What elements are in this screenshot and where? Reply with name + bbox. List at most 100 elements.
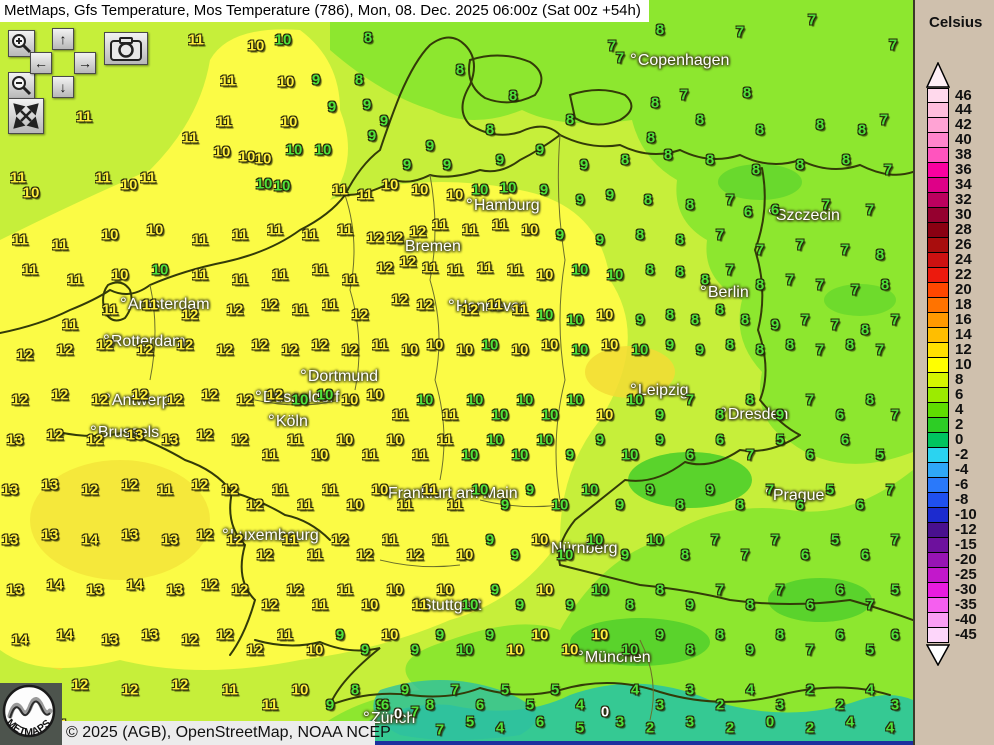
city-marker-icon: ° xyxy=(577,647,584,666)
station-temp: 12 xyxy=(236,391,254,409)
expand-icon xyxy=(13,103,39,129)
station-temp: 12 xyxy=(261,296,279,314)
station-temp: 10 xyxy=(581,481,599,499)
station-temp: 12 xyxy=(331,531,349,549)
station-temp: 12 xyxy=(56,341,74,359)
attribution-text[interactable]: © 2025 (AGB), OpenStreetMap, NOAA NCEP xyxy=(66,724,391,741)
station-temp: 8 xyxy=(715,626,725,644)
station-temp: 11 xyxy=(442,406,458,424)
fullscreen-button[interactable] xyxy=(8,98,44,134)
station-temp: 10 xyxy=(277,73,295,91)
station-temp: 10 xyxy=(541,336,559,354)
station-temp: 9 xyxy=(485,531,495,549)
metmaps-logo[interactable]: METMAPS xyxy=(0,683,62,745)
station-temp: 0 xyxy=(765,713,775,731)
station-temp: 10 xyxy=(536,581,554,599)
station-temp: 10 xyxy=(571,261,589,279)
zoom-in-button[interactable] xyxy=(8,30,35,57)
station-temp: 10 xyxy=(120,176,138,194)
station-temp: 8 xyxy=(745,391,755,409)
station-temp: 10 xyxy=(606,266,624,284)
station-temp: 10 xyxy=(254,150,272,168)
station-temp: 7 xyxy=(888,36,898,54)
station-temp: 9 xyxy=(311,71,321,89)
station-temp: 10 xyxy=(213,143,231,161)
pan-down-button[interactable]: ↓ xyxy=(52,76,74,98)
city-marker-icon: ° xyxy=(255,387,262,406)
station-temp: 5 xyxy=(525,696,535,714)
station-temp: 9 xyxy=(535,141,545,159)
station-temp: 4 xyxy=(745,681,755,699)
station-temp: 13 xyxy=(141,626,159,644)
station-temp: 13 xyxy=(101,631,119,649)
pan-up-button[interactable]: ↑ xyxy=(52,28,74,50)
station-temp: 2 xyxy=(835,696,845,714)
city-marker-icon: ° xyxy=(413,595,420,614)
station-temp: 10 xyxy=(274,31,292,49)
station-temp: 7 xyxy=(715,581,725,599)
weather-map[interactable]: °Copenhagen °Szczecin °Berlin °Hamburg °Brem… xyxy=(0,0,913,745)
station-temp: 14 xyxy=(11,631,29,649)
station-temp: 11 xyxy=(322,296,338,314)
pan-left-button[interactable]: ← xyxy=(30,52,52,74)
station-temp: 8 xyxy=(715,301,725,319)
station-temp: 10 xyxy=(499,179,517,197)
station-temp: 12 xyxy=(216,626,234,644)
scale-cell: 10 xyxy=(927,356,972,373)
scale-top-arrow xyxy=(926,62,950,88)
station-temp: 10 xyxy=(371,481,389,499)
station-temp: 3 xyxy=(890,696,900,714)
station-temp: 10 xyxy=(511,341,529,359)
station-temp: 11 xyxy=(188,31,204,49)
station-temp: 13 xyxy=(161,531,179,549)
scale-cell: -15 xyxy=(927,536,977,553)
station-temp: 8 xyxy=(755,341,765,359)
station-temp: 8 xyxy=(755,121,765,139)
station-temp: 3 xyxy=(775,696,785,714)
station-temp: 12 xyxy=(406,546,424,564)
station-temp: 8 xyxy=(865,391,875,409)
city-label: °Szczecin xyxy=(768,205,840,224)
station-temp: 10 xyxy=(566,391,584,409)
station-temp: 6 xyxy=(860,546,870,564)
city-label: °Hamburg xyxy=(466,195,540,214)
scale-cell-label: 20 xyxy=(955,281,972,298)
station-temp: 10 xyxy=(311,446,329,464)
station-temp: 12 xyxy=(251,336,269,354)
city-label: °Frankfurt am Main xyxy=(380,483,518,502)
city-marker-icon: ° xyxy=(768,205,775,224)
map-bottom-edge xyxy=(340,741,913,745)
pan-right-button[interactable]: → xyxy=(74,52,96,74)
station-temp: 6 xyxy=(835,406,845,424)
station-temp: 8 xyxy=(685,641,695,659)
station-temp: 8 xyxy=(675,263,685,281)
station-temp: 8 xyxy=(775,626,785,644)
station-temp: 11 xyxy=(362,446,378,464)
scale-cell: -10 xyxy=(927,506,977,523)
station-temp: 12 xyxy=(96,336,114,354)
station-temp: 4 xyxy=(885,719,895,737)
station-temp: 7 xyxy=(805,391,815,409)
station-temp: 12 xyxy=(121,681,139,699)
zoom-out-button[interactable] xyxy=(8,72,35,99)
station-temp: 9 xyxy=(565,596,575,614)
station-temp: 7 xyxy=(830,316,840,334)
station-temp: 10 xyxy=(541,406,559,424)
station-temp: 12 xyxy=(231,431,249,449)
station-temp: 10 xyxy=(591,581,609,599)
scale-cell: 4 xyxy=(927,401,963,418)
station-temp: 7 xyxy=(770,531,780,549)
station-temp: 8 xyxy=(650,94,660,112)
station-temp: 12 xyxy=(356,546,374,564)
station-temp: 10 xyxy=(426,336,444,354)
station-temp: 9 xyxy=(500,496,510,514)
scale-title: Celsius xyxy=(929,14,983,31)
station-temp: 3 xyxy=(685,681,695,699)
station-temp: 10 xyxy=(471,181,489,199)
station-temp: 10 xyxy=(366,386,384,404)
station-temp: 10 xyxy=(255,175,273,193)
station-temp: 7 xyxy=(765,481,775,499)
snapshot-button[interactable] xyxy=(104,32,148,65)
station-temp: 7 xyxy=(890,406,900,424)
city-label: °Copenhagen xyxy=(630,50,730,69)
